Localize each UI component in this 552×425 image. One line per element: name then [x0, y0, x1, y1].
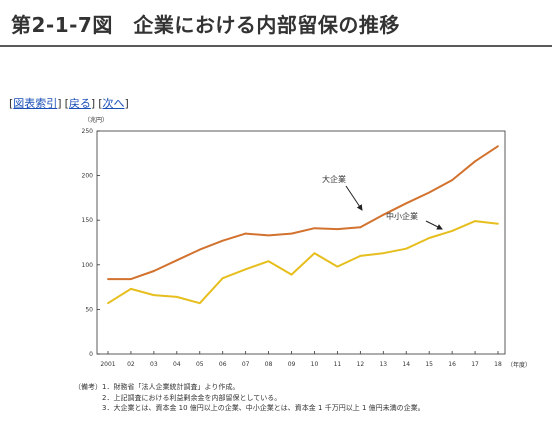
data-point — [175, 296, 178, 298]
data-point — [130, 278, 132, 280]
y-axis-unit-label: （兆円） — [84, 116, 108, 124]
data-point — [336, 265, 339, 268]
x-tick-label: 06 — [219, 361, 227, 368]
series-line-small-firms — [107, 220, 499, 305]
x-tick-label: 03 — [150, 361, 158, 368]
data-point — [152, 270, 155, 272]
x-tick-label: 2001 — [100, 361, 115, 368]
data-point — [130, 287, 132, 290]
x-tick-label: 15 — [425, 361, 433, 368]
x-tick-label: 11 — [334, 361, 342, 368]
y-tick-label: 100 — [82, 262, 94, 269]
x-tick-label: 02 — [127, 361, 135, 368]
page-title: 第2-1-7図 企業における内部留保の推移 — [11, 13, 400, 37]
data-point — [451, 179, 454, 181]
x-tick-label: 18 — [494, 361, 502, 368]
series-line-large-firms — [108, 145, 499, 281]
data-point — [474, 220, 476, 222]
title-divider — [0, 45, 552, 47]
data-point — [267, 260, 270, 263]
x-tick-label: 10 — [311, 361, 319, 368]
x-tick-label: 13 — [379, 361, 387, 368]
data-point — [107, 278, 109, 280]
y-tick-label: 250 — [82, 128, 94, 135]
y-tick-label: 0 — [89, 351, 93, 358]
chart-series — [107, 145, 499, 305]
y-axis-ticks: 0 50 100 150 200 250 — [82, 128, 100, 358]
y-tick-label: 50 — [85, 306, 93, 313]
x-tick-label: 14 — [402, 361, 410, 368]
data-point — [221, 277, 224, 280]
series-labels: 大企業 中小企業 — [322, 174, 443, 230]
x-tick-label: 04 — [173, 361, 181, 368]
chart-axes — [96, 130, 506, 355]
data-point — [405, 247, 408, 250]
data-point — [382, 213, 385, 216]
x-tick-label: 09 — [288, 361, 296, 368]
x-axis-unit-label: （年度） — [507, 361, 531, 369]
back-link[interactable]: 戻る — [68, 97, 91, 110]
data-point — [313, 252, 316, 255]
data-point — [359, 254, 362, 257]
data-point — [359, 226, 362, 229]
notes: （備考） 1．財務省「法人企業統計調査」より作成。 2．上記調査における利益剰余… — [74, 382, 425, 414]
note-item-3: 3．大企業とは、資本金 10 億円以上の企業、中小企業とは、資本金 1 千万円以… — [102, 404, 425, 412]
notes-label: （備考） — [74, 383, 102, 391]
next-link[interactable]: 次へ — [102, 97, 125, 110]
data-point — [244, 268, 247, 271]
data-point — [428, 237, 431, 239]
series-label-large-arrow — [345, 185, 363, 211]
data-point — [336, 228, 339, 231]
data-point — [198, 248, 201, 251]
data-point — [405, 202, 408, 205]
plot-frame — [96, 130, 506, 355]
index-link[interactable]: 図表索引 — [13, 97, 58, 110]
data-point — [497, 145, 499, 148]
data-point — [107, 302, 109, 305]
nav-links: [図表索引] [戻る] [次へ] — [9, 97, 129, 110]
data-point — [152, 294, 155, 297]
y-tick-label: 200 — [82, 173, 94, 180]
x-tick-label: 12 — [357, 361, 365, 368]
data-point — [198, 302, 201, 305]
x-tick-label: 17 — [471, 361, 479, 368]
data-point — [267, 234, 270, 237]
data-point — [474, 160, 476, 163]
data-point — [428, 191, 431, 194]
data-point — [290, 232, 293, 235]
retained-earnings-chart: 0 50 100 150 200 250 2001 02 03 04 05 06 07 08 09 10 11… — [82, 116, 531, 369]
note-item-2: 2．上記調査における利益剰余金を内部留保としている。 — [102, 393, 282, 402]
note-item-1: 1．財務省「法人企業統計調査」より作成。 — [102, 383, 240, 391]
data-point — [290, 273, 293, 276]
x-tick-label: 07 — [242, 361, 250, 368]
data-point — [382, 252, 385, 255]
data-point — [244, 232, 247, 235]
series-label-large: 大企業 — [322, 174, 346, 184]
data-point — [175, 259, 178, 262]
data-point — [313, 227, 316, 230]
series-label-small-arrow — [425, 220, 443, 230]
y-tick-label: 150 — [82, 217, 94, 224]
data-point — [451, 230, 454, 232]
data-point — [221, 239, 224, 242]
data-point — [497, 222, 499, 225]
x-tick-label: 16 — [448, 361, 456, 368]
x-tick-label: 05 — [196, 361, 204, 368]
x-axis-ticks: 2001 02 03 04 05 06 07 08 09 10 11 12 13 14 15 16 17 18 — [100, 351, 502, 368]
series-label-small: 中小企業 — [386, 211, 418, 221]
x-tick-label: 08 — [265, 361, 273, 368]
